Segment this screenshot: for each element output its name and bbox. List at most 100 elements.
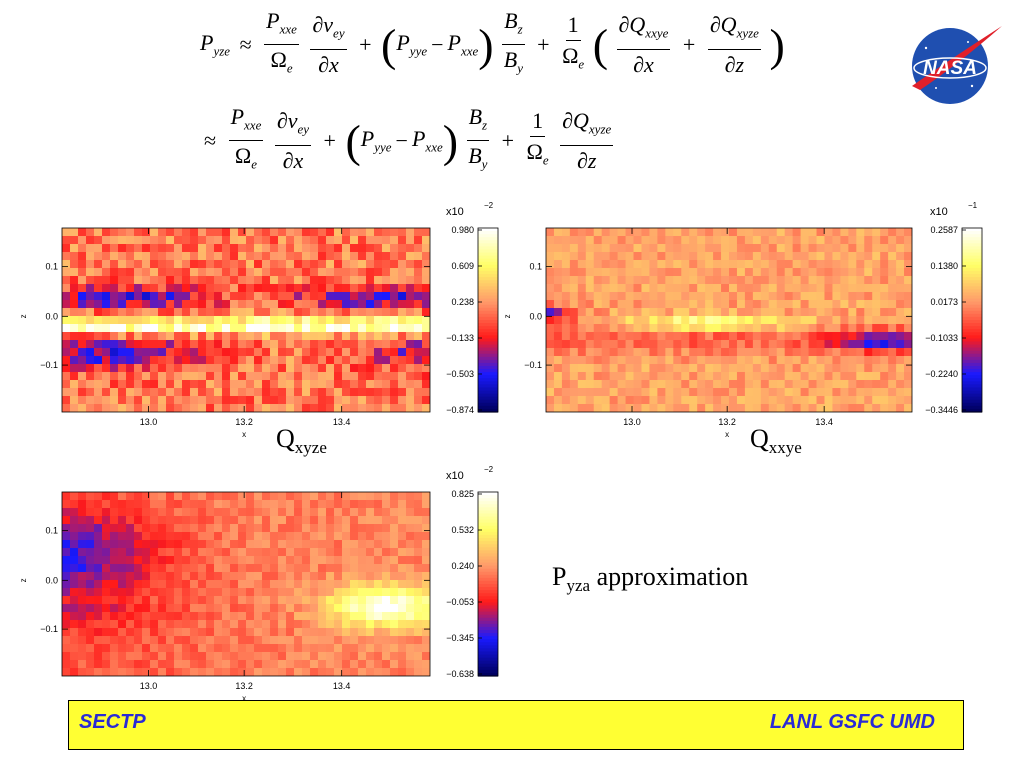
heatmap-cell bbox=[62, 604, 71, 613]
heatmap-cell bbox=[118, 508, 127, 517]
heatmap-cell bbox=[246, 236, 255, 245]
heatmap-cell bbox=[744, 356, 754, 365]
heatmap-cell bbox=[214, 596, 223, 605]
heatmap-cell bbox=[166, 572, 175, 581]
heatmap-cell bbox=[94, 500, 103, 509]
heatmap-cell bbox=[760, 276, 770, 285]
heatmap-cell bbox=[174, 252, 183, 261]
heatmap-cell bbox=[238, 308, 247, 317]
colorbar-step bbox=[962, 402, 982, 407]
heatmap-cell bbox=[318, 620, 327, 629]
heatmap-cell bbox=[641, 372, 651, 381]
colorbar-step bbox=[962, 399, 982, 404]
heatmap-cell bbox=[601, 252, 611, 261]
heatmap-cell bbox=[800, 252, 810, 261]
heatmap-cell bbox=[134, 580, 143, 589]
heatmap-cell bbox=[398, 556, 407, 565]
heatmap-cell bbox=[601, 356, 611, 365]
heatmap-cell bbox=[190, 500, 199, 509]
heatmap-cell bbox=[744, 340, 754, 349]
heatmap-cell bbox=[318, 524, 327, 533]
heatmap-cell bbox=[134, 596, 143, 605]
heatmap-cell bbox=[150, 244, 159, 253]
heatmap-cell bbox=[150, 236, 159, 245]
heatmap-cell bbox=[577, 396, 587, 405]
heatmap-cell bbox=[86, 268, 95, 277]
heatmap-cell bbox=[697, 388, 706, 397]
heatmap-cell bbox=[848, 276, 857, 285]
heatmap-cell bbox=[286, 268, 295, 277]
heatmap-cell bbox=[406, 580, 415, 589]
heatmap-cell bbox=[617, 276, 627, 285]
heatmap-cell bbox=[150, 652, 159, 661]
heatmap-cell bbox=[633, 316, 643, 325]
heatmap-cell bbox=[70, 404, 79, 412]
heatmap-cell bbox=[150, 332, 159, 341]
heatmap-cell bbox=[118, 604, 127, 613]
heatmap-cell bbox=[792, 316, 802, 325]
heatmap-cell bbox=[254, 620, 263, 629]
heatmap-cell bbox=[705, 276, 714, 285]
heatmap-cell bbox=[366, 492, 375, 501]
heatmap-cell bbox=[768, 372, 778, 381]
heatmap-cell bbox=[752, 372, 762, 381]
heatmap-cell bbox=[118, 340, 127, 349]
heatmap-cell bbox=[166, 636, 175, 645]
heatmap-cell bbox=[752, 260, 762, 269]
colorbar-step bbox=[478, 507, 498, 511]
heatmap-cell bbox=[110, 324, 119, 333]
colorbar-step bbox=[962, 359, 982, 364]
heatmap-cell bbox=[398, 572, 407, 581]
heatmap-cell bbox=[158, 508, 167, 517]
heatmap-cell bbox=[270, 556, 279, 565]
heatmap-cell bbox=[222, 372, 231, 381]
heatmap-cell bbox=[262, 324, 271, 333]
heatmap-cell bbox=[238, 372, 247, 381]
heatmap-cell bbox=[286, 508, 295, 517]
heatmap-cell bbox=[238, 596, 247, 605]
heatmap-cell bbox=[94, 396, 103, 405]
heatmap-cell bbox=[342, 292, 351, 301]
heatmap-cell bbox=[406, 396, 415, 405]
heatmap-cell bbox=[776, 356, 786, 365]
heatmap-cell bbox=[768, 324, 778, 333]
heatmap-cell bbox=[366, 596, 375, 605]
heatmap-cell bbox=[609, 380, 619, 389]
heatmap-cell bbox=[166, 508, 175, 517]
heatmap-cell bbox=[832, 228, 841, 237]
heatmap-cell bbox=[62, 508, 71, 517]
heatmap-cell bbox=[358, 532, 367, 541]
heatmap-cell bbox=[422, 244, 430, 253]
heatmap-cell bbox=[736, 388, 746, 397]
heatmap-cell bbox=[896, 372, 905, 381]
heatmap-cell bbox=[689, 340, 698, 349]
colorbar-step bbox=[962, 286, 982, 290]
heatmap-cell bbox=[158, 268, 167, 277]
heatmap-cell bbox=[302, 372, 311, 381]
heatmap-cell bbox=[681, 372, 690, 381]
heatmap-cell bbox=[286, 236, 295, 245]
heatmap-cell bbox=[585, 276, 595, 285]
heatmap-cell bbox=[294, 348, 303, 357]
heatmap-cell bbox=[230, 644, 239, 653]
colorbar-step bbox=[478, 519, 498, 524]
heatmap-cell bbox=[840, 252, 849, 261]
heatmap-cell bbox=[174, 284, 183, 293]
heatmap-cell bbox=[736, 364, 746, 373]
heatmap-cell bbox=[697, 380, 706, 389]
heatmap-cell bbox=[398, 612, 407, 621]
heatmap-cell bbox=[310, 268, 319, 277]
heatmap-cell bbox=[62, 300, 71, 309]
heatmap-cell bbox=[302, 252, 311, 261]
heatmap-cell bbox=[70, 524, 79, 533]
heatmap-cell bbox=[358, 620, 367, 629]
heatmap-cell bbox=[326, 396, 335, 405]
heatmap-cell bbox=[729, 324, 738, 333]
heatmap-cell bbox=[760, 372, 770, 381]
heatmap-cell bbox=[609, 348, 619, 357]
heatmap-cell bbox=[158, 236, 167, 245]
heatmap-cell bbox=[904, 300, 912, 309]
heatmap-cell bbox=[729, 404, 738, 412]
heatmap-cell bbox=[278, 260, 287, 269]
heatmap-cell bbox=[302, 308, 311, 317]
